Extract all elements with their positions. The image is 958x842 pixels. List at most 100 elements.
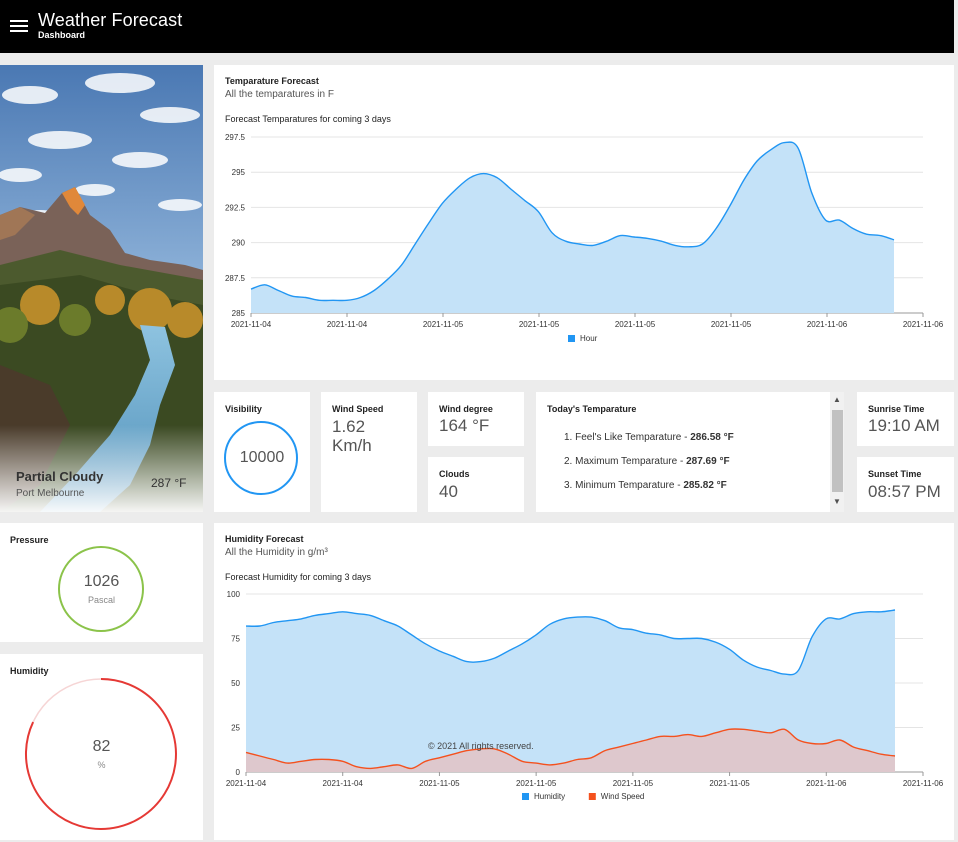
humidity-chart[interactable]: Forecast Humidity for coming 3 days 0 25 50… (214, 548, 954, 840)
chart-title: Forecast Humidity for coming 3 days (225, 572, 372, 582)
todays-temperature-card: Today's Temparature 1. Feel's Like Tempa… (536, 392, 830, 512)
x-tick-label: 2021-11-05 (615, 320, 656, 329)
x-tick-label: 2021-11-05 (516, 779, 557, 788)
wind-degree-label: Wind degree (439, 404, 493, 414)
app-title: Weather Forecast (38, 10, 183, 30)
humidity-value: 82 (92, 738, 111, 755)
x-tick-label: 2021-11-06 (903, 779, 944, 788)
app-subtitle: Dashboard (38, 30, 86, 40)
series-area-wind-speed (246, 728, 895, 772)
temperature-chart[interactable]: Forecast Temparatures for coming 3 days 2… (214, 90, 954, 380)
current-temperature: 287 °F (151, 476, 187, 490)
humidity-gauge (25, 678, 177, 830)
legend-label[interactable]: Humidity (534, 792, 565, 801)
series-line-wind-speed[interactable] (245, 728, 896, 770)
card-subtitle: All the Humidity in g/m³ (225, 547, 328, 558)
sunrise-card: Sunrise Time 19:10 AM (857, 392, 954, 446)
sunrise-value: 19:10 AM (868, 416, 940, 435)
legend-swatch[interactable] (522, 793, 529, 800)
legend-label[interactable]: Hour (580, 334, 598, 343)
x-tick-label: 2021-11-05 (519, 320, 560, 329)
wind-degree-value: 164 °F (439, 416, 490, 435)
visibility-card: Visibility 10000 (214, 392, 310, 512)
y-tick-label: 50 (231, 679, 240, 688)
list-item: 2. Maximum Temparature - 287.69 °F (564, 450, 734, 474)
clouds-label: Clouds (439, 469, 470, 479)
x-tick-label: 2021-11-04 (323, 779, 364, 788)
series-line-humidity[interactable] (245, 609, 896, 676)
list-item: 3. Minimum Temparature - 285.82 °F (564, 474, 734, 498)
clouds-card: Clouds 40 (428, 457, 524, 512)
wind-speed-value: 1.62 (332, 417, 366, 436)
y-tick-label: 285 (232, 309, 246, 318)
list-item: 1. Feel's Like Temparature - 286.58 °F (564, 426, 734, 450)
card-subtitle: All the temparatures in F (225, 89, 334, 100)
series-area-hour (251, 142, 894, 313)
wind-degree-card: Wind degree 164 °F (428, 392, 524, 446)
landscape-illustration (0, 65, 203, 512)
y-tick-label: 25 (231, 724, 240, 733)
gauge-fill (25, 678, 177, 830)
visibility-value: 10000 (239, 449, 285, 466)
visibility-label: Visibility (225, 404, 262, 414)
item-number: 2. (564, 456, 573, 467)
item-label: Feel's Like Temparature - (575, 432, 691, 443)
x-tick-label: 2021-11-06 (807, 320, 848, 329)
x-tick-label: 2021-11-05 (613, 779, 654, 788)
x-tick-label: 2021-11-06 (903, 320, 944, 329)
y-tick-label: 290 (232, 239, 246, 248)
x-tick-label: 2021-11-05 (709, 779, 750, 788)
wind-speed-card: Wind Speed 1.62 Km/h (321, 392, 417, 512)
pressure-gauge (58, 546, 144, 632)
legend-swatch[interactable] (568, 335, 575, 342)
y-tick-label: 100 (227, 590, 241, 599)
footer-copyright: © 2021 All rights reserved. (428, 741, 534, 751)
x-tick-label: 2021-11-05 (711, 320, 752, 329)
weather-condition: Partial Cloudy (16, 469, 104, 484)
scroll-down-arrow-icon[interactable]: ▼ (833, 497, 841, 506)
x-tick-label: 2021-11-06 (806, 779, 847, 788)
location-name: Port Melbourne (16, 488, 85, 499)
pressure-value: 1026 (83, 573, 120, 590)
x-tick-label: 2021-11-04 (226, 779, 267, 788)
card-title: Temparature Forecast (225, 76, 319, 86)
item-number: 3. (564, 480, 573, 491)
scrollbar-thumb[interactable] (832, 410, 843, 492)
todays-temperature-list: 1. Feel's Like Temparature - 286.58 °F 2… (564, 426, 734, 498)
series-line-hour[interactable] (250, 141, 895, 302)
sunset-value: 08:57 PM (868, 482, 941, 501)
chart-title: Forecast Temparatures for coming 3 days (225, 114, 391, 124)
x-tick-label: 2021-11-04 (327, 320, 368, 329)
x-tick-label: 2021-11-04 (231, 320, 272, 329)
y-tick-label: 75 (231, 635, 240, 644)
item-number: 1. (564, 432, 573, 443)
app-bar: Weather Forecast Dashboard (0, 0, 954, 53)
humidity-forecast-card: Humidity Forecast All the Humidity in g/… (214, 523, 954, 840)
legend-swatch[interactable] (588, 793, 596, 800)
y-tick-label: 292.5 (225, 203, 246, 212)
y-tick-label: 287.5 (225, 274, 246, 283)
humidity-card: Humidity 82 % (0, 654, 203, 840)
pressure-unit: Pascal (87, 595, 115, 605)
item-label: Maximum Temparature - (575, 456, 687, 467)
y-tick-label: 295 (232, 168, 246, 177)
humidity-label: Humidity (10, 666, 49, 676)
wind-speed-label: Wind Speed (332, 404, 384, 414)
wind-speed-unit: Km/h (332, 436, 372, 455)
hamburger-menu-icon[interactable] (10, 20, 28, 32)
y-tick-label: 297.5 (225, 133, 246, 142)
weather-hero-image (0, 65, 203, 512)
item-value: 287.69 °F (686, 456, 730, 467)
sunset-card: Sunset Time 08:57 PM (857, 457, 954, 512)
item-value: 286.58 °F (690, 432, 734, 443)
humidity-unit: % (97, 760, 106, 770)
visibility-gauge (224, 421, 298, 495)
scroll-up-arrow-icon[interactable]: ▲ (833, 395, 841, 404)
item-label: Minimum Temparature - (575, 480, 684, 491)
clouds-value: 40 (439, 482, 458, 501)
sunrise-label: Sunrise Time (868, 404, 925, 414)
legend-label[interactable]: Wind Speed (601, 792, 645, 801)
card-title: Humidity Forecast (225, 534, 304, 544)
todays-temperature-title: Today's Temparature (547, 404, 637, 414)
x-tick-label: 2021-11-05 (423, 320, 464, 329)
